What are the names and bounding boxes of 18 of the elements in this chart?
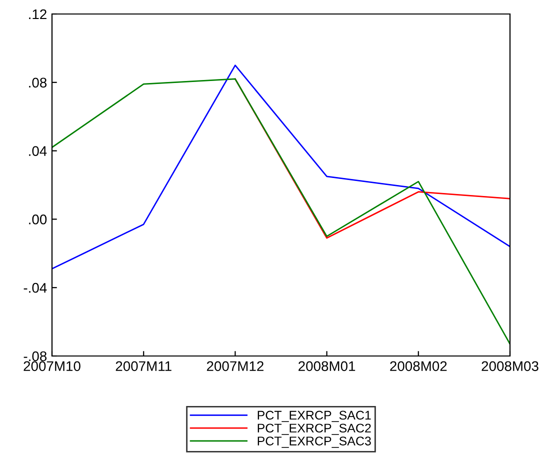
x-tick-label: 2007M12: [206, 361, 264, 372]
x-tick-label: 2008M02: [390, 361, 447, 372]
y-tick-label: .08: [29, 78, 47, 88]
y-tick-label: .04: [29, 146, 47, 156]
line-series: [52, 78, 510, 345]
legend-label: PCT_EXRCP_SAC2: [258, 424, 371, 435]
line-series: [234, 78, 510, 239]
y-tick-label: .00: [29, 214, 47, 224]
x-tick-label: 2007M11: [116, 361, 172, 372]
y-tick-label: .12: [29, 9, 46, 20]
line-series: [52, 64, 510, 270]
legend-label: PCT_EXRCP_SAC3: [258, 436, 371, 448]
x-tick-label: 2007M10: [24, 361, 80, 372]
x-tick-label: 2008M03: [482, 361, 538, 372]
y-tick-label: -.04: [24, 282, 47, 293]
legend-label: PCT_EXRCP_SAC1: [258, 410, 371, 422]
x-tick-label: 2008M01: [298, 361, 356, 372]
y-tick-label: -.08: [24, 351, 47, 362]
